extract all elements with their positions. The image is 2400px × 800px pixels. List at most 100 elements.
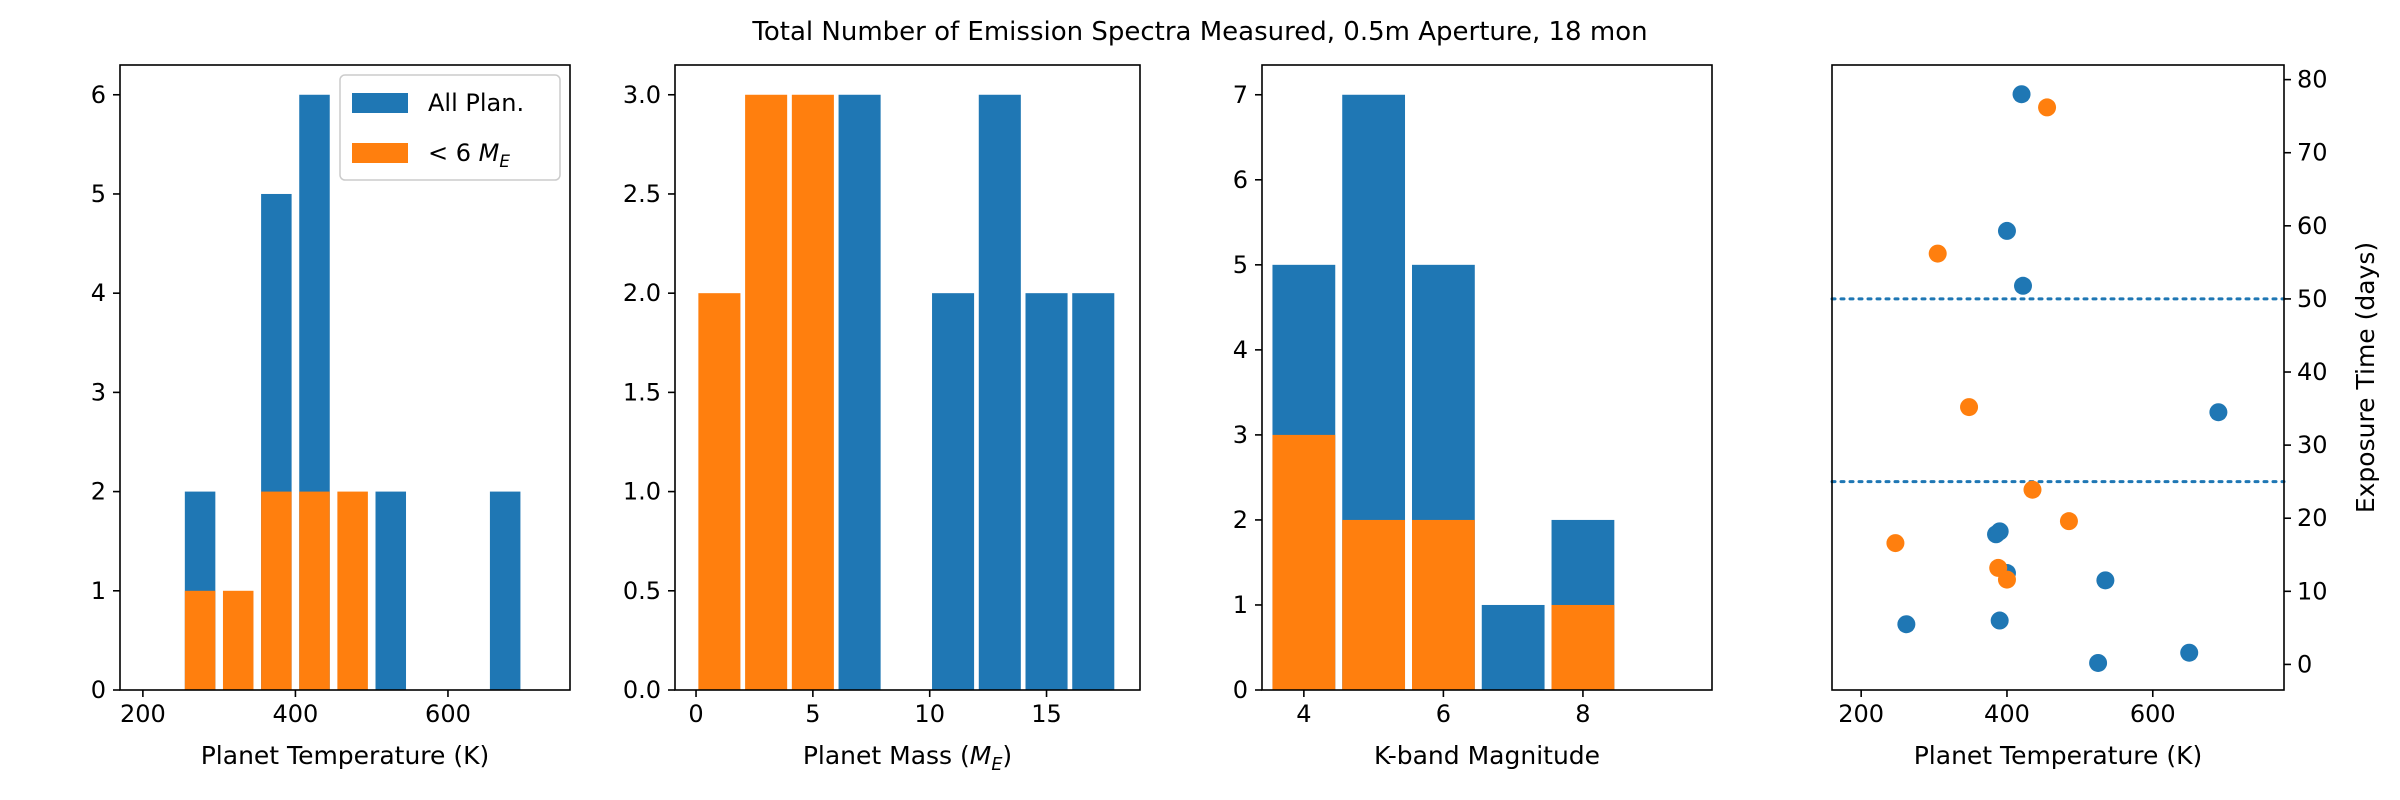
y-tick-label: 3 xyxy=(1233,421,1248,449)
x-axis-label: Planet Mass (ME) xyxy=(803,741,1012,775)
x-axis-label: K-band Magnitude xyxy=(1374,741,1600,770)
bar-small-5 xyxy=(1342,519,1406,690)
bar-all-7 xyxy=(838,94,881,690)
x-tick-label: 0 xyxy=(688,700,703,728)
y-tick-label: 2 xyxy=(1233,506,1248,534)
x-tick-label: 8 xyxy=(1575,700,1590,728)
point-small-0 xyxy=(2038,98,2057,117)
y-tick-label: 30 xyxy=(2297,431,2328,459)
bar-small-1 xyxy=(698,293,741,690)
bar-all-17 xyxy=(1072,293,1115,690)
y-tick-label: 0.5 xyxy=(623,577,661,605)
y-tick-label: 4 xyxy=(1233,336,1248,364)
point-all-1 xyxy=(1997,221,2016,240)
y-tick-label: 0.0 xyxy=(623,676,661,704)
x-tick-label: 600 xyxy=(425,700,471,728)
legend-label-small: < 6 ME xyxy=(428,139,510,171)
chart-panel-4: 200 400 600 0 10 20 30 40 50 60 70 80 Planet Tempera… xyxy=(1830,64,2380,770)
y-tick-label: 0 xyxy=(91,676,106,704)
bar-small-375 xyxy=(261,491,292,690)
axes-frame xyxy=(1831,64,2285,691)
x-tick-label: 10 xyxy=(914,700,945,728)
point-small-7 xyxy=(1997,570,2016,589)
x-tick-label: 200 xyxy=(120,700,166,728)
y-tick-label: 0 xyxy=(1233,676,1248,704)
bar-small-5 xyxy=(791,94,834,690)
bar-small-325 xyxy=(222,590,254,690)
point-all-11 xyxy=(2180,643,2199,662)
point-small-2 xyxy=(1960,398,1979,417)
bar-all-13 xyxy=(978,94,1021,690)
x-axis-label: Planet Temperature (K) xyxy=(1914,741,2203,770)
y-tick-label: 1.0 xyxy=(623,478,661,506)
bar-small-4 xyxy=(1272,434,1336,690)
chart-panel-2: 0 5 10 15 0.0 0.5 1.0 1.5 2.0 2.5 3.0 Planet Mass (… xyxy=(623,64,1141,775)
y-tick-label: 1 xyxy=(91,577,106,605)
y-tick-label: 1 xyxy=(1233,591,1248,619)
legend: All Plan. < 6 ME xyxy=(339,74,561,181)
y-tick-label: 1.5 xyxy=(623,378,661,406)
axes-frame xyxy=(1261,64,1713,691)
y-tick-label: 3 xyxy=(91,378,106,406)
axes-frame xyxy=(119,64,571,691)
bar-all-675 xyxy=(489,491,521,690)
bar-small-6 xyxy=(1412,519,1475,690)
x-axis-label: Planet Temperature (K) xyxy=(201,741,490,770)
x-tick-label: 600 xyxy=(2130,700,2176,728)
point-all-10 xyxy=(2089,653,2108,672)
y-tick-label: 60 xyxy=(2297,212,2328,240)
bar-all-11 xyxy=(932,293,975,690)
chart-panel-1: 200 400 600 0 1 2 3 4 5 6 Planet Temperature (K) Al… xyxy=(91,64,571,770)
x-tick-label: 4 xyxy=(1296,700,1311,728)
y-axis-label: Exposure Time (days) xyxy=(2351,242,2380,513)
y-tick-label: 70 xyxy=(2297,139,2328,167)
point-all-9 xyxy=(1990,611,2009,630)
y-tick-label: 6 xyxy=(91,81,106,109)
point-small-1 xyxy=(1928,244,1947,263)
x-tick-label: 200 xyxy=(1838,700,1884,728)
bar-all-7 xyxy=(1481,604,1545,690)
point-small-4 xyxy=(2059,512,2078,531)
figure-title: Total Number of Emission Spectra Measure… xyxy=(751,17,1647,47)
y-tick-label: 10 xyxy=(2297,577,2328,605)
x-tick-label: 15 xyxy=(1031,700,1062,728)
y-tick-label: 6 xyxy=(1233,166,1248,194)
y-tick-label: 2.5 xyxy=(623,180,661,208)
axes-frame xyxy=(674,64,1141,691)
point-all-2 xyxy=(2014,276,2033,295)
legend-label-all: All Plan. xyxy=(428,89,524,117)
y-tick-label: 7 xyxy=(1233,81,1248,109)
point-all-3 xyxy=(2209,403,2228,422)
y-tick-label: 40 xyxy=(2297,358,2328,386)
legend-swatch-all xyxy=(352,93,408,113)
chart-panel-3: 4 6 8 0 1 2 3 4 5 6 7 K-band Magnitude xyxy=(1233,64,1713,770)
x-tick-label: 5 xyxy=(805,700,820,728)
bar-small-3 xyxy=(745,94,788,690)
point-small-3 xyxy=(2023,480,2042,499)
y-tick-label: 20 xyxy=(2297,504,2328,532)
bar-small-8 xyxy=(1551,604,1615,690)
y-tick-label: 80 xyxy=(2297,66,2328,94)
bar-small-275 xyxy=(184,590,216,690)
bar-small-425 xyxy=(299,491,330,690)
y-tick-label: 5 xyxy=(1233,251,1248,279)
y-tick-label: 2.0 xyxy=(623,279,661,307)
point-all-8 xyxy=(1897,615,1916,634)
x-tick-label: 400 xyxy=(273,700,319,728)
y-tick-label: 5 xyxy=(91,180,106,208)
y-tick-label: 0 xyxy=(2297,650,2312,678)
point-small-5 xyxy=(1886,534,1905,553)
x-tick-label: 400 xyxy=(1984,700,2030,728)
y-tick-label: 4 xyxy=(91,279,106,307)
y-tick-label: 2 xyxy=(91,478,106,506)
point-all-7 xyxy=(2096,571,2115,590)
y-tick-label: 3.0 xyxy=(623,81,661,109)
bar-all-15 xyxy=(1025,293,1068,690)
point-all-0 xyxy=(2012,85,2031,104)
legend-swatch-small xyxy=(352,143,408,163)
y-tick-label: 50 xyxy=(2297,285,2328,313)
point-all-5 xyxy=(1990,522,2009,541)
bar-small-475 xyxy=(337,491,368,690)
